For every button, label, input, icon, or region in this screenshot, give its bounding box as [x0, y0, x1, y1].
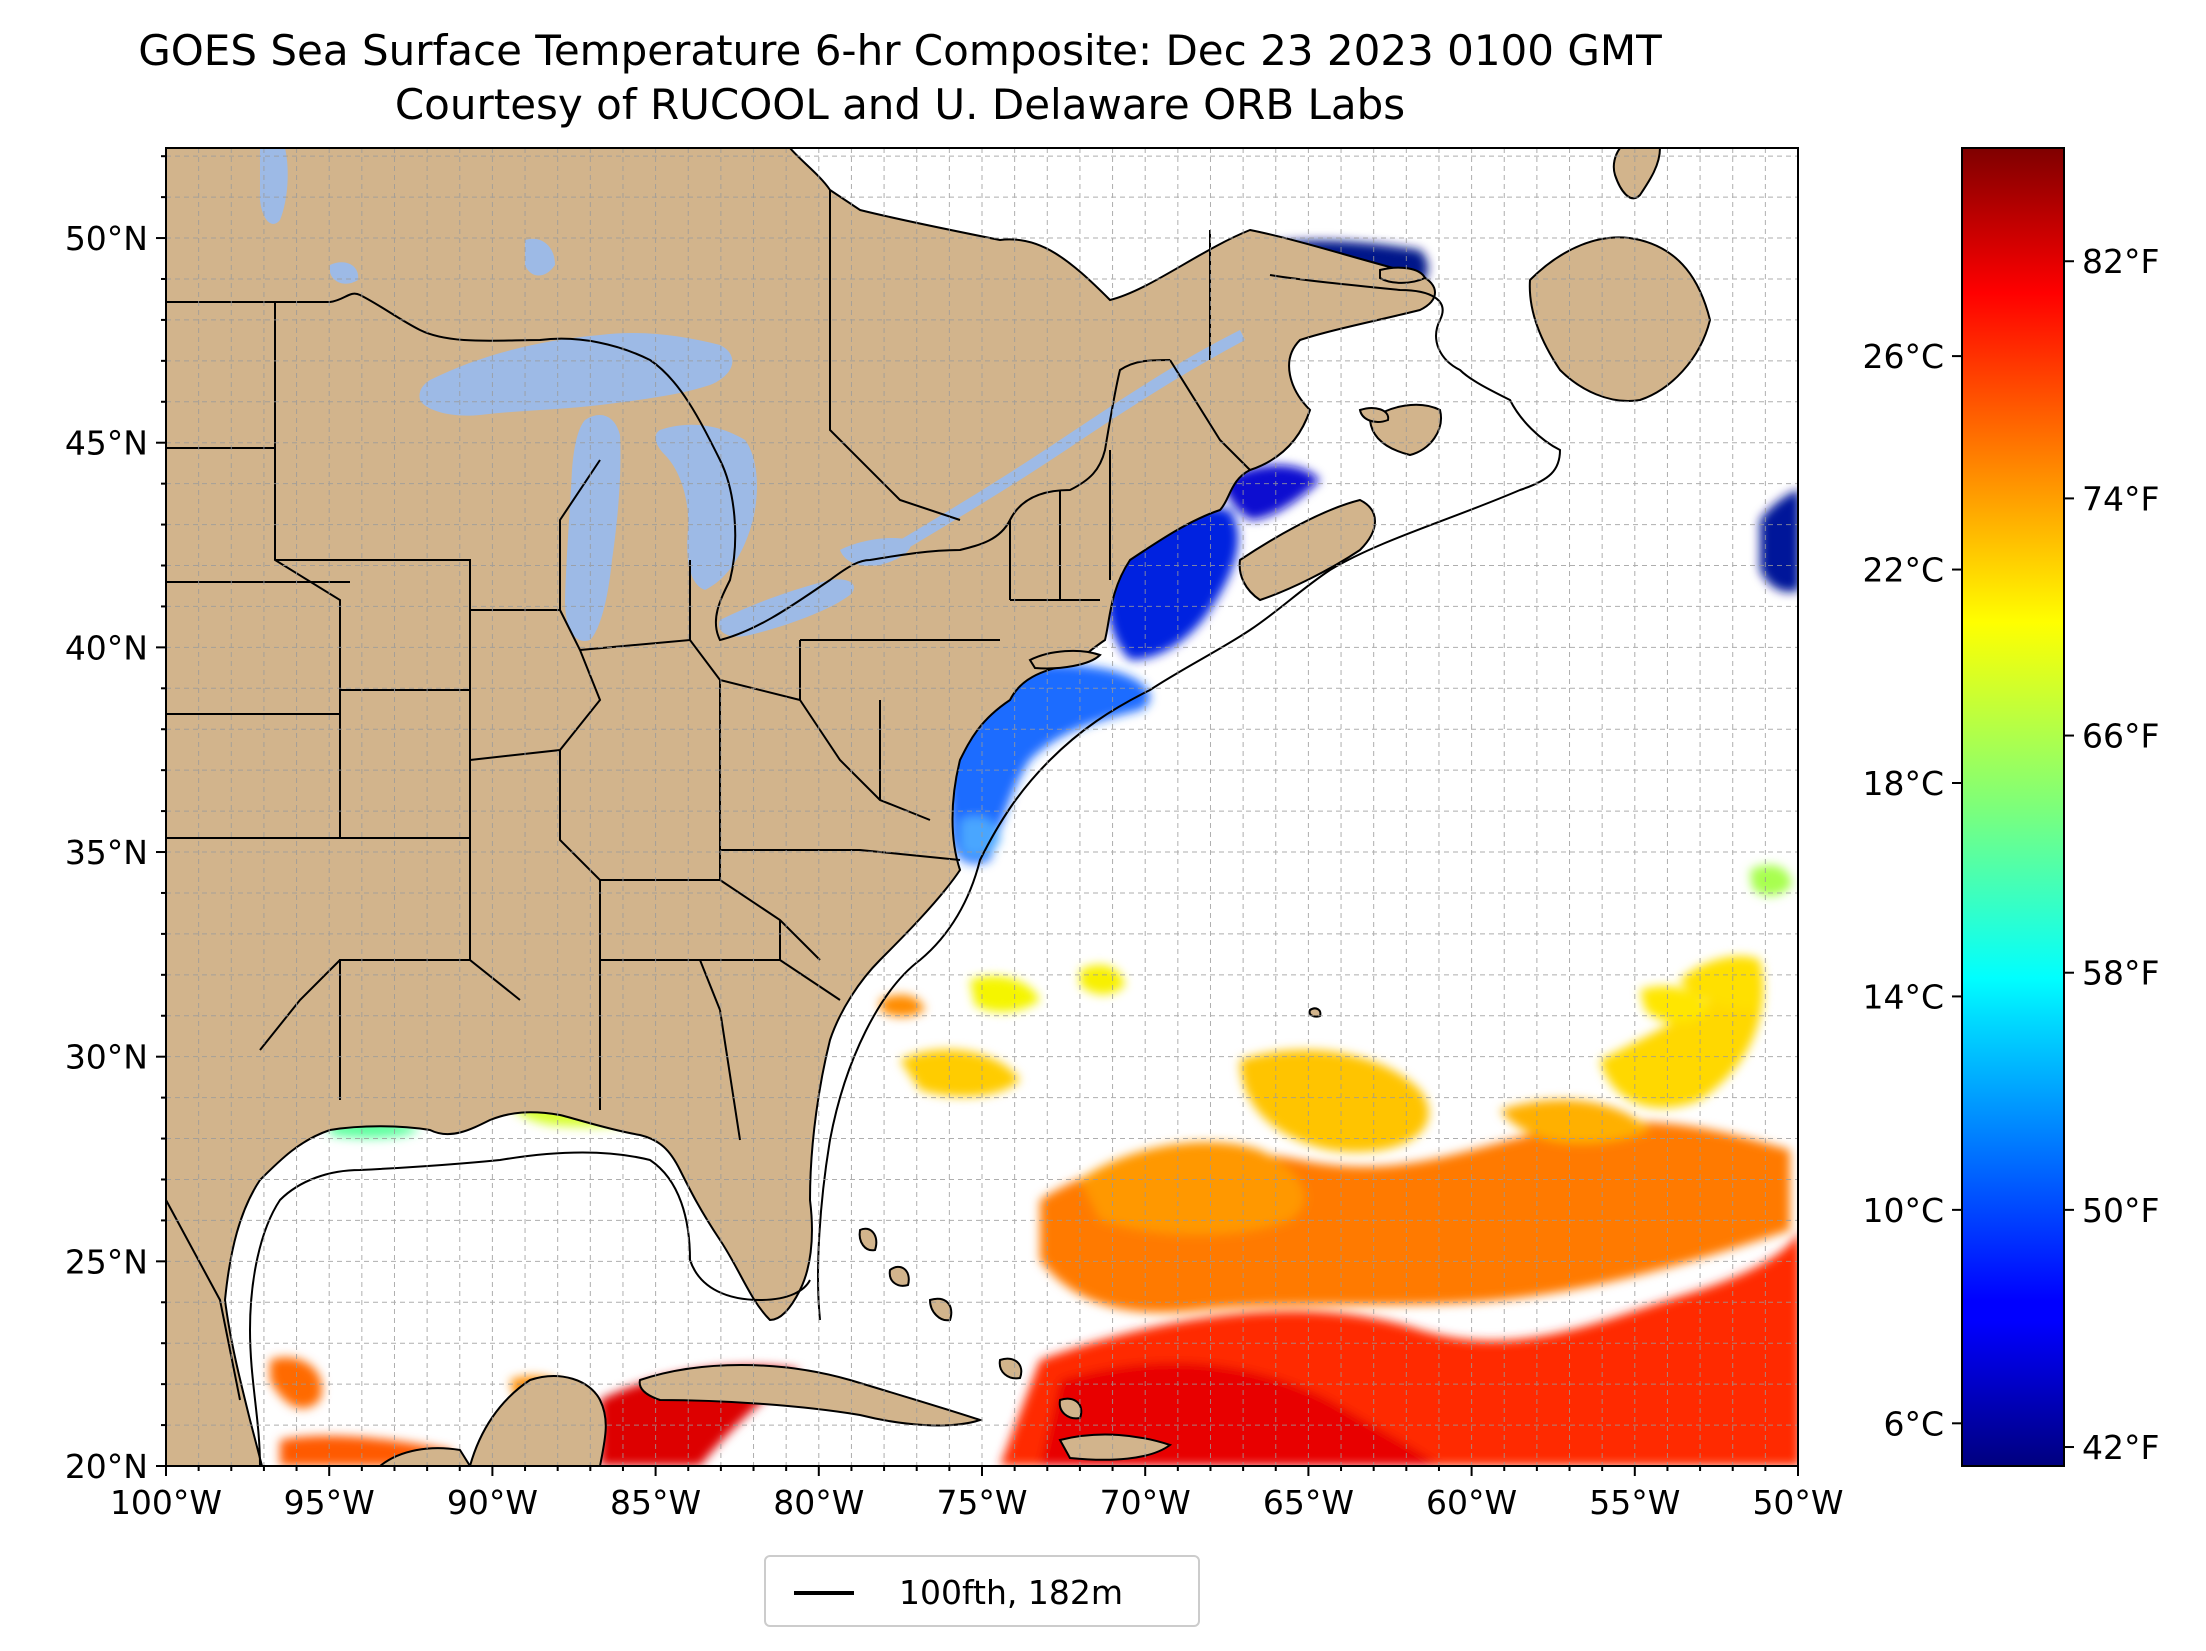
st-lawrence-river: [900, 330, 1245, 550]
y-tick-label: 50°N: [65, 219, 148, 258]
map-grid: [166, 148, 1798, 1466]
hispaniola-island: [1058, 1433, 1173, 1461]
sst-lightblue-shelf: [960, 816, 1000, 858]
bahamas-islands-1: [858, 1227, 878, 1252]
y-tick-label: 20°N: [65, 1447, 148, 1486]
map-axes: 100°W 95°W 90°W 85°W 80°W 75°W 70°W 65°W 60°W 55°…: [65, 155, 1844, 1522]
x-tick-label: 75°W: [936, 1483, 1027, 1522]
map-subtitle: Courtesy of RUCOOL and U. Delaware ORB L…: [394, 80, 1406, 129]
isobath-legend: 100fth, 182m: [764, 1555, 1200, 1627]
border-line: [579, 638, 801, 701]
bahamas-islands-4: [998, 1357, 1023, 1380]
y-tick-label: 25°N: [65, 1242, 148, 1281]
sst-orange-band-2: [1080, 1141, 1305, 1235]
colorbar-fahrenheit-label: 42°F: [2082, 1428, 2159, 1467]
colorbar-fahrenheit-label: 66°F: [2082, 717, 2159, 756]
colorbar: [1961, 147, 2065, 1467]
sst-darkblue-east: [1760, 490, 1798, 592]
border-line: [274, 448, 341, 690]
x-tick-label: 70°W: [1100, 1483, 1191, 1522]
lake-superior: [419, 333, 733, 416]
central-america: [378, 1447, 472, 1466]
sst-yellow-patch-1: [970, 976, 1040, 1012]
map-area: [166, 148, 1798, 1466]
x-tick-label: 85°W: [610, 1483, 701, 1522]
sst-yellow-patch-2: [1080, 965, 1125, 995]
lake-nipigon: [525, 238, 555, 276]
lake-huron: [655, 424, 757, 590]
lake-layer: [260, 148, 1245, 641]
y-tick-label: 30°N: [65, 1038, 148, 1077]
y-tick-label: 45°N: [65, 424, 148, 463]
border-line: [166, 1199, 241, 1401]
y-tick-label: 35°N: [65, 833, 148, 872]
border-line: [719, 1009, 741, 1141]
border-line: [720, 849, 961, 861]
colorbar-fahrenheit-label: 50°F: [2082, 1191, 2159, 1230]
colorbar-ticks: 6°C 10°C 14°C 18°C 22°C 26°C 42°F 50°F 58°F 66°F 7…: [1862, 242, 2159, 1467]
x-tick-label: 90°W: [447, 1483, 538, 1522]
border-line: [1169, 359, 1251, 471]
border-line: [799, 699, 931, 821]
colorbar-fahrenheit-label: 58°F: [2082, 954, 2159, 993]
sst-orange-gulf-west: [270, 1357, 322, 1409]
isobath-line-atlantic: [817, 274, 1562, 1321]
legend-line-swatch: [794, 1591, 854, 1595]
x-tick-label: 60°W: [1426, 1483, 1517, 1522]
legend-label: 100fth, 182m: [899, 1573, 1123, 1612]
colorbar-celsius-label: 26°C: [1862, 337, 1944, 376]
border-line: [275, 559, 471, 610]
bahamas-islands-3: [928, 1297, 953, 1322]
x-tick-label: 50°W: [1752, 1483, 1843, 1522]
labrador-coast: [1612, 148, 1662, 200]
sst-yellow-patch-3: [1640, 986, 1710, 1024]
bahamas-islands-2: [888, 1265, 910, 1287]
colorbar-celsius-label: 18°C: [1862, 764, 1944, 803]
sst-gold-band-2: [1500, 1099, 1650, 1144]
y-tick-label: 40°N: [65, 628, 148, 667]
colorbar-fahrenheit-label: 82°F: [2082, 242, 2159, 281]
border-line: [829, 190, 961, 521]
lake-winnipeg: [260, 148, 288, 224]
x-tick-label: 65°W: [1263, 1483, 1354, 1522]
border-line: [559, 750, 601, 960]
map-title: GOES Sea Surface Temperature 6-hr Compos…: [138, 26, 1662, 75]
pei-island: [1358, 407, 1390, 423]
x-tick-label: 55°W: [1589, 1483, 1680, 1522]
colorbar-celsius-label: 22°C: [1862, 551, 1944, 590]
isobath-100fth: [248, 274, 1562, 1466]
newfoundland-island: [1528, 236, 1712, 402]
colorbar-celsius-label: 6°C: [1883, 1404, 1944, 1443]
x-tick-label: 80°W: [773, 1483, 864, 1522]
lake-of-the-woods: [330, 262, 359, 284]
lake-ontario: [840, 538, 911, 566]
colorbar-fahrenheit-label: 74°F: [2082, 479, 2159, 518]
isobath-line-gulf: [248, 1151, 811, 1466]
border-line: [559, 459, 601, 610]
colorbar-celsius-label: 14°C: [1862, 977, 1944, 1016]
border-line: [259, 959, 341, 1051]
sst-blue-midatlantic: [947, 664, 1150, 864]
x-tick-label: 100°W: [110, 1483, 222, 1522]
sst-green-patch: [1750, 865, 1792, 896]
colorbar-celsius-label: 10°C: [1862, 1191, 1944, 1230]
lake-michigan: [565, 415, 621, 641]
yucatan-peninsula: [468, 1375, 607, 1466]
sst-yellow-mid: [900, 1049, 1020, 1097]
north-america-landmass: [166, 148, 1436, 1466]
land-layer: [166, 148, 1712, 1466]
sst-deepblue-scotian: [1220, 465, 1320, 520]
sst-gold-band: [1240, 1050, 1429, 1152]
sst-orange-misc-1: [880, 994, 925, 1017]
nova-scotia: [1238, 498, 1376, 602]
x-tick-label: 95°W: [284, 1483, 375, 1522]
